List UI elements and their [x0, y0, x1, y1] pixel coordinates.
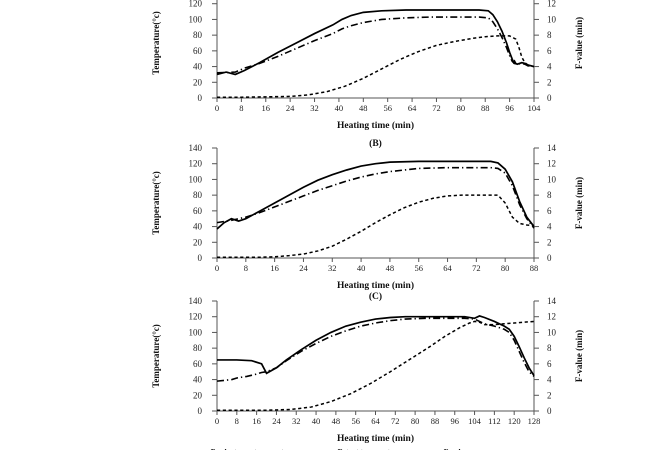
- svg-text:F-value (min): F-value (min): [574, 329, 584, 381]
- svg-text:96: 96: [451, 416, 460, 426]
- svg-text:0: 0: [198, 253, 203, 263]
- svg-text:40: 40: [193, 61, 203, 71]
- svg-text:96: 96: [505, 103, 514, 113]
- svg-text:0: 0: [215, 103, 219, 113]
- svg-text:40: 40: [193, 374, 203, 384]
- svg-text:16: 16: [270, 263, 279, 273]
- svg-text:10: 10: [547, 327, 557, 337]
- svg-text:Temperature(°c): Temperature(°c): [151, 171, 161, 235]
- svg-text:48: 48: [332, 416, 341, 426]
- svg-text:40: 40: [193, 221, 203, 231]
- svg-text:2: 2: [547, 237, 552, 247]
- svg-text:2: 2: [547, 390, 552, 400]
- svg-text:128: 128: [528, 416, 541, 426]
- svg-text:24: 24: [272, 416, 281, 426]
- svg-text:0: 0: [547, 406, 552, 416]
- svg-text:12: 12: [547, 159, 556, 169]
- svg-text:20: 20: [193, 77, 203, 87]
- svg-text:0: 0: [198, 93, 203, 103]
- svg-text:60: 60: [193, 46, 203, 56]
- svg-text:80: 80: [193, 30, 203, 40]
- svg-text:(B): (B): [369, 138, 382, 149]
- svg-text:0: 0: [547, 253, 552, 263]
- svg-text:20: 20: [193, 237, 203, 247]
- svg-text:112: 112: [488, 416, 500, 426]
- svg-text:4: 4: [547, 61, 552, 71]
- svg-text:F-value (min): F-value (min): [574, 17, 584, 69]
- svg-text:12: 12: [547, 0, 556, 9]
- svg-text:56: 56: [351, 416, 360, 426]
- svg-text:32: 32: [292, 416, 301, 426]
- svg-text:80: 80: [411, 416, 420, 426]
- svg-text:0: 0: [215, 416, 219, 426]
- svg-text:88: 88: [530, 263, 539, 273]
- svg-text:80: 80: [501, 263, 510, 273]
- svg-text:8: 8: [235, 416, 239, 426]
- svg-text:56: 56: [383, 103, 392, 113]
- svg-text:40: 40: [357, 263, 366, 273]
- svg-text:120: 120: [508, 416, 521, 426]
- svg-text:104: 104: [468, 416, 482, 426]
- svg-text:16: 16: [252, 416, 261, 426]
- svg-text:64: 64: [443, 263, 452, 273]
- svg-text:140: 140: [189, 296, 203, 306]
- svg-text:0: 0: [547, 93, 552, 103]
- svg-text:64: 64: [371, 416, 380, 426]
- svg-text:6: 6: [547, 358, 552, 368]
- svg-text:0: 0: [198, 406, 203, 416]
- svg-text:14: 14: [547, 143, 557, 153]
- svg-text:10: 10: [547, 14, 557, 24]
- svg-text:104: 104: [528, 103, 542, 113]
- svg-text:140: 140: [189, 143, 203, 153]
- svg-text:8: 8: [547, 30, 552, 40]
- svg-text:16: 16: [262, 103, 271, 113]
- svg-text:120: 120: [189, 0, 203, 9]
- svg-text:100: 100: [189, 14, 203, 24]
- svg-text:32: 32: [310, 103, 319, 113]
- svg-text:(C): (C): [369, 291, 382, 302]
- svg-text:Heating time (min): Heating time (min): [337, 433, 414, 444]
- svg-text:8: 8: [547, 343, 552, 353]
- svg-text:Heating time (min): Heating time (min): [337, 120, 414, 131]
- svg-text:60: 60: [193, 358, 203, 368]
- svg-text:64: 64: [408, 103, 417, 113]
- svg-text:40: 40: [335, 103, 344, 113]
- svg-text:72: 72: [391, 416, 400, 426]
- svg-text:72: 72: [432, 103, 441, 113]
- svg-text:Temperature(°c): Temperature(°c): [151, 324, 161, 388]
- svg-text:8: 8: [547, 190, 552, 200]
- svg-text:120: 120: [189, 311, 203, 321]
- svg-text:2: 2: [547, 77, 552, 87]
- svg-text:4: 4: [547, 221, 552, 231]
- svg-text:120: 120: [189, 159, 203, 169]
- svg-text:Temperature(°c): Temperature(°c): [151, 11, 161, 75]
- svg-text:56: 56: [414, 263, 423, 273]
- svg-text:F-value (min): F-value (min): [574, 177, 584, 229]
- svg-text:4: 4: [547, 374, 552, 384]
- svg-text:20: 20: [193, 390, 203, 400]
- svg-text:32: 32: [328, 263, 337, 273]
- svg-text:6: 6: [547, 206, 552, 216]
- svg-text:8: 8: [239, 103, 243, 113]
- svg-text:12: 12: [547, 311, 556, 321]
- svg-text:48: 48: [386, 263, 395, 273]
- svg-text:14: 14: [547, 296, 557, 306]
- svg-text:80: 80: [457, 103, 466, 113]
- svg-text:80: 80: [193, 190, 203, 200]
- svg-text:6: 6: [547, 46, 552, 56]
- svg-text:72: 72: [472, 263, 481, 273]
- svg-text:0: 0: [215, 263, 219, 273]
- svg-text:8: 8: [244, 263, 248, 273]
- svg-text:88: 88: [481, 103, 490, 113]
- svg-text:48: 48: [359, 103, 368, 113]
- svg-text:88: 88: [431, 416, 440, 426]
- svg-text:40: 40: [312, 416, 321, 426]
- svg-text:80: 80: [193, 343, 203, 353]
- svg-text:24: 24: [299, 263, 308, 273]
- svg-text:24: 24: [286, 103, 295, 113]
- svg-text:100: 100: [189, 174, 203, 184]
- svg-text:100: 100: [189, 327, 203, 337]
- svg-text:60: 60: [193, 206, 203, 216]
- svg-text:10: 10: [547, 174, 557, 184]
